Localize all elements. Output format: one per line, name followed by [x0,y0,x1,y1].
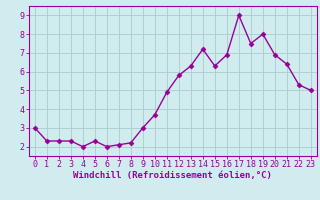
X-axis label: Windchill (Refroidissement éolien,°C): Windchill (Refroidissement éolien,°C) [73,171,272,180]
